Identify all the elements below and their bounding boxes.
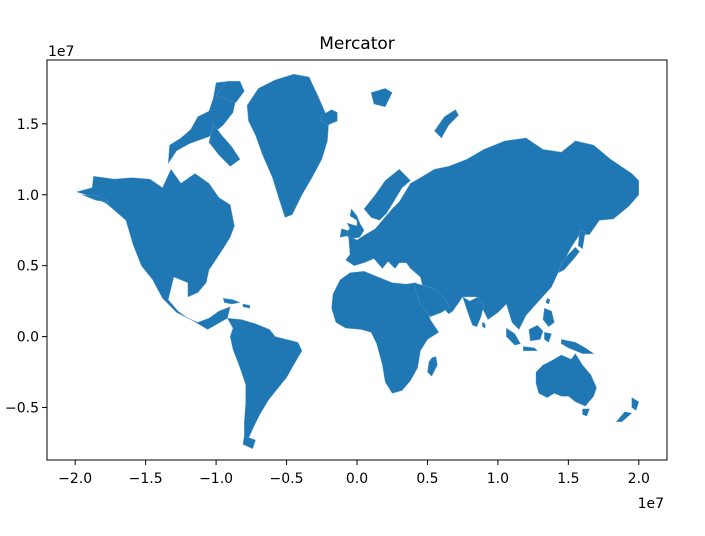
region-iceland (321, 109, 338, 126)
x-tick-label: 0.5 (416, 471, 438, 487)
region-sri-lanka (482, 322, 486, 329)
region-greenland (246, 73, 329, 218)
x-tick-label: 0.0 (346, 471, 368, 487)
region-baffin-island (208, 123, 241, 167)
region-scandinavia (363, 168, 411, 221)
region-south-america (227, 318, 303, 442)
x-tick-label: 2.0 (628, 471, 650, 487)
region-java (523, 346, 538, 351)
x-tick-label: 1.5 (557, 471, 579, 487)
x-tick-label: −1.0 (199, 471, 233, 487)
region-alaska-peninsula (81, 194, 110, 203)
region-australia (535, 353, 597, 407)
region-philippines (542, 308, 555, 327)
x-tick-label: 1.0 (487, 471, 509, 487)
region-india (462, 296, 484, 327)
region-new-guinea (561, 339, 594, 354)
region-novaya-zemlya (434, 109, 459, 139)
region-ireland (339, 228, 348, 238)
region-north-america (76, 168, 235, 330)
y-offset-label: 1e7 (48, 44, 74, 60)
region-new-zealand-north (631, 397, 639, 411)
y-tick-label: 0.0 (17, 330, 39, 346)
region-africa (331, 271, 439, 394)
region-arctic-archipelago (167, 81, 238, 164)
y-axis: −0.5 0.0 0.5 1.0 1.5 (5, 117, 47, 417)
region-japan (558, 246, 580, 273)
x-offset-label: 1e7 (638, 496, 664, 512)
x-axis: −2.0 −1.5 −1.0 −0.5 0.0 0.5 1.0 1.5 2.0 (58, 460, 650, 487)
region-eurasia (345, 137, 639, 330)
region-svalbard (370, 88, 393, 108)
region-new-zealand-south (616, 411, 632, 422)
region-tasmania (582, 408, 590, 417)
region-arabia (413, 282, 451, 317)
region-tierra-del-fuego (242, 435, 256, 449)
region-sakhalin (578, 229, 586, 249)
x-tick-label: −2.0 (58, 471, 92, 487)
x-tick-label: −0.5 (270, 471, 304, 487)
map-regions (76, 73, 639, 449)
region-sumatra (506, 327, 521, 346)
y-tick-label: 1.0 (17, 188, 39, 204)
chart-title: Mercator (319, 34, 395, 54)
y-tick-label: 0.5 (17, 259, 39, 275)
region-sulawesi (544, 332, 552, 343)
region-borneo (528, 325, 544, 342)
region-taiwan (545, 298, 551, 305)
region-madagascar (427, 356, 438, 377)
y-tick-label: −0.5 (5, 401, 39, 417)
x-tick-label: −1.5 (129, 471, 163, 487)
region-cuba (222, 298, 241, 305)
y-tick-label: 1.5 (17, 117, 39, 133)
region-hispaniola (242, 303, 251, 309)
region-ellesmere (215, 81, 245, 103)
